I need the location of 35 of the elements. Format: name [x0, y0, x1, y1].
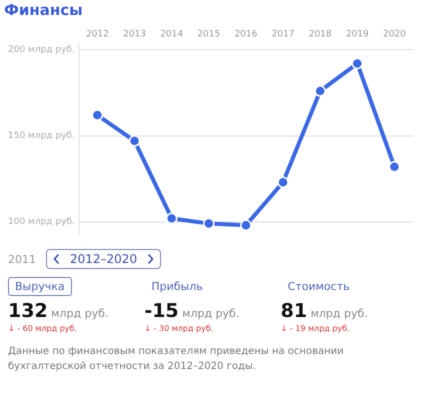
data-label: 81: [280, 300, 308, 322]
text: 2012–2020: [70, 252, 138, 266]
x-tick-label: 2015: [197, 30, 220, 40]
x-tick-label: 2016: [234, 30, 258, 40]
text: млрд руб.: [182, 307, 240, 320]
text: ↓ - 19 млрд руб.: [280, 324, 350, 333]
x-tick-label: 2018: [308, 30, 332, 40]
point: [277, 176, 289, 188]
category-label: Стоимость: [286, 279, 351, 295]
y-tick-label: 150 млрд руб.: [8, 131, 75, 142]
x-tick-label: 2020: [382, 30, 406, 40]
point: [314, 85, 326, 97]
x-tick-label: 2019: [346, 30, 370, 40]
text: млрд руб.: [310, 307, 368, 320]
data-label: -15: [144, 300, 179, 322]
text: ↓ - 30 млрд руб.: [144, 324, 214, 333]
text: Данные по финансовым показателям приведены на основании бухгалтерской отчетности за 2012–2020 годы.: [8, 345, 345, 374]
y-tick-label: 100 млрд руб.: [8, 217, 75, 228]
text: млрд руб.: [50, 307, 108, 320]
data-label: 132: [8, 300, 48, 322]
point: [388, 160, 400, 172]
point: [203, 218, 215, 230]
point: [166, 212, 178, 224]
x-tick-label: 2014: [160, 30, 184, 40]
point: [92, 109, 104, 121]
x-tick-label: 2013: [123, 30, 146, 40]
category-label: Прибыль: [150, 279, 204, 295]
x-tick-label: 2017: [272, 30, 294, 40]
x-tick-label: 2012: [86, 30, 109, 40]
text: ↓ - 60 млрд руб.: [8, 324, 77, 333]
category-label: Выручка: [8, 277, 72, 296]
point: [128, 135, 140, 147]
text: 2011: [8, 252, 36, 266]
y-tick-label: 200 млрд руб.: [8, 45, 75, 56]
chart-title: Финансы: [4, 0, 83, 19]
